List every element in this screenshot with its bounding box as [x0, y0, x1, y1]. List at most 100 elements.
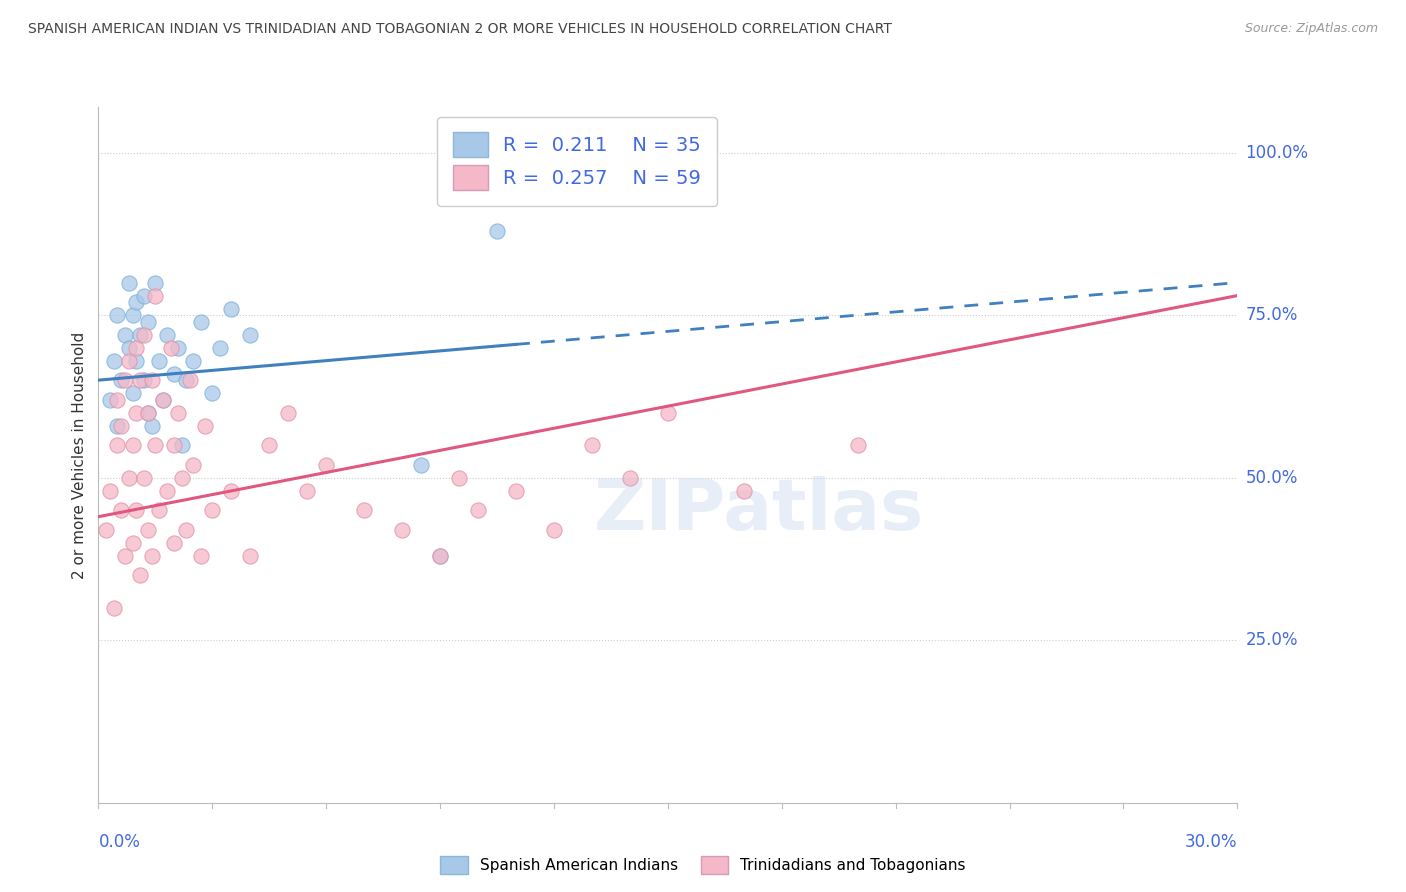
Point [145, 276, 167, 290]
Point [107, 418, 129, 433]
Point [121, 535, 143, 549]
Point [201, 503, 224, 517]
Point [145, 288, 167, 302]
Point [159, 341, 181, 355]
Point [152, 392, 174, 407]
Point [733, 483, 755, 498]
Text: 100.0%: 100.0% [1246, 144, 1309, 161]
Point [148, 503, 170, 517]
Point [148, 353, 170, 368]
Point [297, 483, 319, 498]
Point [125, 295, 148, 310]
Point [167, 406, 190, 420]
Point [429, 549, 451, 563]
Point [110, 373, 132, 387]
Point [221, 483, 243, 498]
Point [190, 549, 212, 563]
Point [136, 406, 159, 420]
Point [221, 301, 243, 316]
Point [129, 568, 152, 582]
Point [129, 327, 152, 342]
Point [118, 341, 141, 355]
Point [110, 503, 132, 517]
Point [152, 392, 174, 407]
Point [163, 535, 186, 549]
Text: 50.0%: 50.0% [1246, 468, 1298, 487]
Point [136, 406, 159, 420]
Point [107, 308, 129, 322]
Point [98, 392, 121, 407]
Point [118, 276, 141, 290]
Point [132, 327, 155, 342]
Point [467, 503, 489, 517]
Point [125, 406, 148, 420]
Point [114, 373, 136, 387]
Point [94, 523, 117, 537]
Point [201, 386, 224, 401]
Point [121, 386, 143, 401]
Point [447, 471, 470, 485]
Point [98, 483, 121, 498]
Point [141, 549, 163, 563]
Text: 25.0%: 25.0% [1246, 632, 1298, 649]
Point [315, 458, 337, 472]
Y-axis label: 2 or more Vehicles in Household: 2 or more Vehicles in Household [72, 331, 87, 579]
Point [125, 341, 148, 355]
Point [239, 549, 262, 563]
Point [125, 503, 148, 517]
Point [121, 308, 143, 322]
Text: ZIPatlas: ZIPatlas [593, 476, 924, 545]
Point [103, 353, 125, 368]
Point [141, 373, 163, 387]
Text: 75.0%: 75.0% [1246, 306, 1298, 324]
Point [118, 353, 141, 368]
Point [156, 327, 179, 342]
Point [174, 373, 197, 387]
Point [619, 471, 641, 485]
Point [114, 549, 136, 563]
Point [132, 471, 155, 485]
Text: 30.0%: 30.0% [1185, 833, 1237, 851]
Point [183, 458, 205, 472]
Point [190, 315, 212, 329]
Point [132, 373, 155, 387]
Point [141, 418, 163, 433]
Point [110, 418, 132, 433]
Point [145, 438, 167, 452]
Point [107, 438, 129, 452]
Point [167, 341, 190, 355]
Point [170, 438, 193, 452]
Point [125, 353, 148, 368]
Text: SPANISH AMERICAN INDIAN VS TRINIDADIAN AND TOBAGONIAN 2 OR MORE VEHICLES IN HOUS: SPANISH AMERICAN INDIAN VS TRINIDADIAN A… [28, 22, 891, 37]
Point [103, 600, 125, 615]
Text: Source: ZipAtlas.com: Source: ZipAtlas.com [1244, 22, 1378, 36]
Legend: Spanish American Indians, Trinidadians and Tobagonians: Spanish American Indians, Trinidadians a… [434, 850, 972, 880]
Legend: R =  0.211    N = 35, R =  0.257    N = 59: R = 0.211 N = 35, R = 0.257 N = 59 [437, 117, 717, 206]
Point [259, 438, 281, 452]
Point [391, 523, 413, 537]
Point [581, 438, 603, 452]
Point [174, 523, 197, 537]
Point [136, 523, 159, 537]
Point [486, 224, 509, 238]
Point [846, 438, 869, 452]
Point [136, 315, 159, 329]
Point [163, 438, 186, 452]
Point [277, 406, 299, 420]
Point [170, 471, 193, 485]
Point [129, 373, 152, 387]
Point [353, 503, 375, 517]
Point [657, 406, 679, 420]
Point [179, 373, 201, 387]
Point [107, 392, 129, 407]
Point [543, 523, 565, 537]
Text: 0.0%: 0.0% [98, 833, 141, 851]
Point [114, 327, 136, 342]
Point [411, 458, 433, 472]
Point [505, 483, 527, 498]
Point [429, 549, 451, 563]
Point [132, 288, 155, 302]
Point [194, 418, 217, 433]
Point [183, 353, 205, 368]
Point [156, 483, 179, 498]
